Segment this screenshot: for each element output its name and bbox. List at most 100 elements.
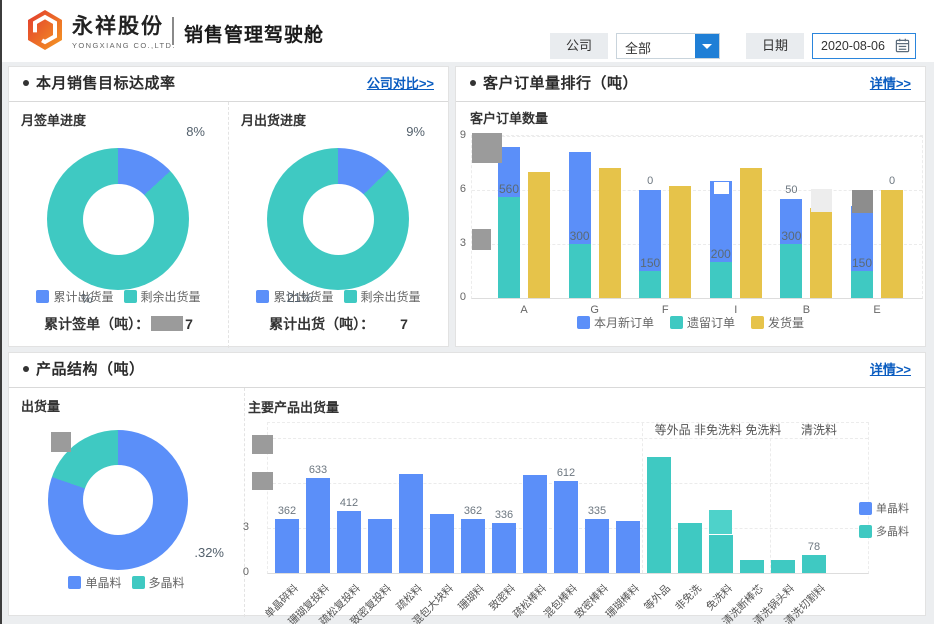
- legend-item: 剩余出货量: [343, 288, 421, 305]
- bar-value-label: 612: [556, 467, 576, 480]
- chart-subtitle: 月出货进度: [241, 113, 307, 128]
- product-bar: [678, 523, 702, 573]
- product-bar: [771, 559, 795, 573]
- shipment-structure-section: 出货量 .32% 单晶料 多晶料: [9, 388, 245, 617]
- gridline: [472, 136, 922, 137]
- donut-percent-label: 9%: [406, 124, 425, 139]
- legend-label: 发货量: [768, 316, 805, 330]
- legend-swatch-teal: [131, 576, 145, 589]
- company-select-value: 全部: [624, 41, 651, 56]
- bullet-icon: [23, 366, 29, 372]
- panel-title: 客户订单量排行（吨）: [483, 75, 639, 92]
- bar-shipment: [881, 190, 903, 298]
- panel-customer-orders: 客户订单量排行（吨） 详情>> 客户订单数量 0 3 6 9 560 A 300 G 150 0 F…: [455, 66, 926, 347]
- legend-swatch-blue: [68, 576, 82, 589]
- chevron-down-icon[interactable]: [694, 34, 719, 58]
- bar-new-orders: [709, 181, 732, 262]
- legend-label: 多晶料: [148, 576, 185, 590]
- sign-progress-donut: 8% %: [47, 124, 205, 306]
- sign-progress-section: 月签单进度 8% % 累计出货量 剩余出货量 累计签单（吨）： 7: [9, 102, 228, 348]
- redaction-box: [151, 316, 184, 331]
- legend-item: 多晶料: [859, 523, 909, 539]
- bar-legacy-orders: [568, 244, 591, 298]
- bar-new-orders: [498, 146, 520, 198]
- gridline: [268, 438, 868, 439]
- donut-legend: 单晶料 多晶料: [9, 574, 244, 591]
- company-select[interactable]: 全部: [615, 33, 720, 59]
- bar-value-label: 78: [807, 541, 821, 553]
- brand-name: 永祥股份: [72, 15, 164, 38]
- stack-value-label: 150: [851, 256, 873, 270]
- product-bar: [585, 519, 609, 573]
- legend-label: 本月新订单: [593, 316, 654, 330]
- panel-monthly-target-body: 月签单进度 8% % 累计出货量 剩余出货量 累计签单（吨）： 7 月出货进度 9…: [9, 102, 448, 348]
- y-axis-tick: 6: [459, 183, 466, 195]
- bar-value-label: 633: [308, 464, 328, 477]
- product-bar: [430, 514, 454, 573]
- date-value: 2020-08-06: [821, 39, 885, 53]
- product-bar: [368, 519, 392, 573]
- bar-shipment: [810, 208, 833, 298]
- x-axis-label: G: [590, 304, 599, 316]
- shipment-value-label: 0: [888, 175, 896, 187]
- legend-label: 累计出货量: [273, 290, 334, 304]
- bullet-icon: [470, 80, 476, 86]
- page-title: 销售管理驾驶舱: [184, 25, 325, 46]
- app-header: 永祥股份 YONGXIANG CO.,LTD. 销售管理驾驶舱 公司 全部 日期…: [0, 0, 934, 62]
- product-bar: [492, 522, 516, 573]
- product-bar: [337, 511, 361, 573]
- legend-item: 累计出货量: [256, 288, 334, 305]
- product-bar: [554, 481, 578, 573]
- bar-new-orders: [780, 199, 803, 244]
- bar-new-orders: [851, 206, 873, 271]
- legend-swatch-yellow: [751, 316, 764, 329]
- product-shipments-chart: 等外品 非免洗料 免洗料 清洗料 0 3 362 单晶碎料 633 珊瑚复投料 412 疏松复…: [243, 422, 869, 624]
- legend-swatch-teal: [859, 524, 872, 538]
- x-axis-label: F: [661, 304, 669, 316]
- legend-item: 多晶料: [131, 574, 185, 591]
- legend-item: 剩余出货量: [123, 288, 201, 305]
- summary-label: 累计签单（吨）：: [44, 316, 150, 332]
- products-detail-link[interactable]: 详情>>: [869, 362, 911, 377]
- bar-legacy-orders: [498, 197, 520, 298]
- legend-item: 发货量: [751, 314, 804, 331]
- panel-title: 本月销售目标达成率: [36, 75, 176, 92]
- legend-swatch-blue: [859, 501, 872, 515]
- legend-item: 单晶料: [68, 574, 122, 591]
- bar-chart-legend: 单晶料 多晶料: [859, 500, 909, 546]
- signed-total-summary: 累计签单（吨）： 7: [9, 314, 228, 334]
- legend-label: 剩余出货量: [140, 290, 201, 304]
- brand-block: 永祥股份 YONGXIANG CO.,LTD.: [72, 10, 176, 50]
- product-bar: [740, 559, 764, 573]
- calendar-icon[interactable]: [895, 38, 910, 58]
- chart-subtitle: 客户订单数量: [470, 111, 549, 126]
- legend-label: 多晶料: [876, 526, 909, 538]
- x-axis-label: I: [734, 304, 738, 316]
- product-bar: [709, 535, 733, 573]
- gridline: [472, 190, 922, 191]
- bullet-icon: [23, 80, 29, 86]
- category-group-annotation: 清洗料: [800, 423, 838, 437]
- redaction-box: [714, 182, 729, 194]
- summary-label: 累计出货（吨）：: [269, 316, 375, 332]
- orders-detail-link[interactable]: 详情>>: [869, 76, 911, 91]
- gridline: [472, 244, 922, 245]
- legend-label: 单晶料: [876, 503, 909, 515]
- y-axis-tick: 3: [242, 521, 249, 533]
- bar-legacy-orders: [780, 244, 803, 298]
- date-input[interactable]: 2020-08-06: [812, 33, 916, 59]
- product-bar: [616, 520, 640, 573]
- x-axis-label: A: [520, 304, 528, 316]
- stack-value-label: 150: [640, 256, 661, 270]
- panel-title: 产品结构（吨）: [36, 361, 145, 378]
- company-compare-link[interactable]: 公司对比>>: [366, 76, 434, 91]
- legend-label: 遗留订单: [686, 316, 735, 330]
- bar-shipment: [598, 168, 621, 298]
- bar-legacy-orders: [851, 271, 873, 298]
- bar-value-label: 362: [463, 504, 483, 517]
- legend-label: 单晶料: [85, 576, 122, 590]
- bar-value-label: 362: [277, 504, 297, 517]
- gridline: [642, 423, 643, 573]
- stack-value-label: 560: [498, 182, 520, 197]
